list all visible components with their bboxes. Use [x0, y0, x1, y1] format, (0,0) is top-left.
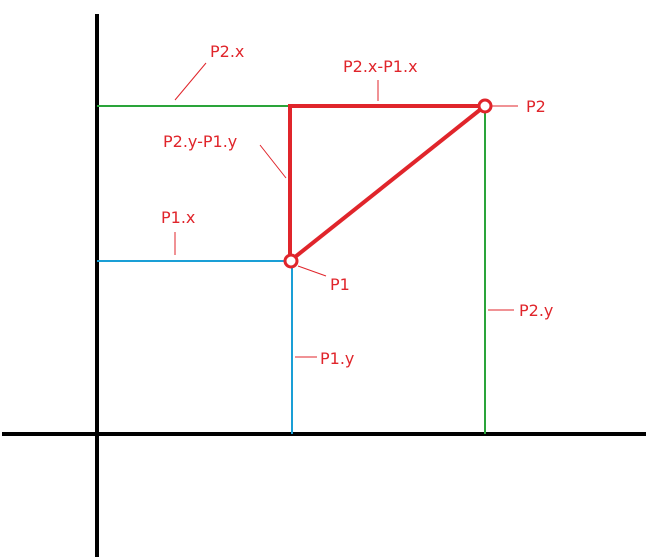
label-p1: P1: [330, 275, 350, 294]
label-p2x: P2.x: [210, 42, 244, 61]
label-p2y: P2.y: [519, 301, 553, 320]
label-p2x-minus-p1x: P2.x-P1.x: [343, 57, 418, 76]
leader-p2y-minus-p1y: [259, 144, 287, 179]
p1-point: [283, 253, 299, 269]
label-p2y-minus-p1y: P2.y-P1.y: [163, 132, 237, 151]
leader-p2x: [174, 62, 207, 101]
hypotenuse-segment: [293, 107, 483, 259]
label-p1y: P1.y: [320, 349, 354, 368]
label-p1x: P1.x: [161, 208, 195, 227]
leader-p1: [297, 265, 327, 277]
label-p2: P2: [526, 97, 546, 116]
p2-point: [477, 98, 493, 114]
